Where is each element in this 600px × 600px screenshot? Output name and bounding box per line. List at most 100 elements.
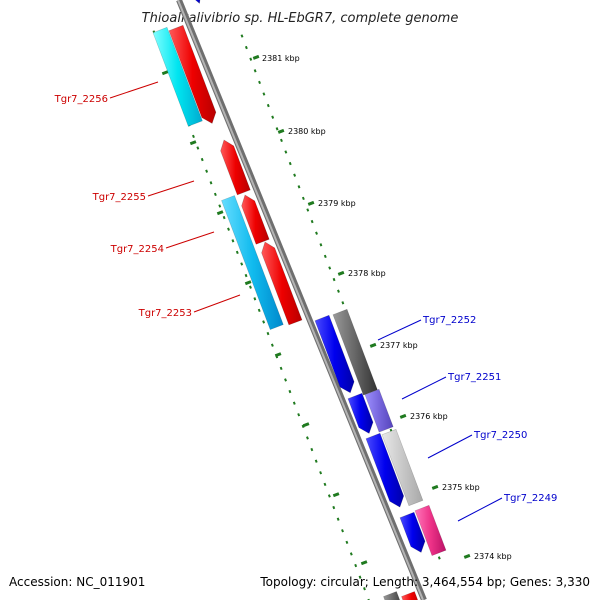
major-tick — [216, 210, 224, 216]
reverse-gene-arrow — [220, 139, 251, 196]
major-tick — [360, 560, 368, 566]
minor-tick — [240, 262, 244, 266]
reverse-rna-feature — [152, 26, 203, 127]
label-leaders — [109, 81, 503, 522]
minor-tick — [349, 552, 353, 556]
gene-label-forward: Tgr7_2252 — [422, 315, 476, 326]
forward-gene-arrow — [347, 392, 374, 434]
minor-tick — [218, 204, 222, 208]
minor-tick — [319, 243, 323, 247]
forward-gene-arrow — [195, 0, 201, 4]
forward-feature — [364, 388, 394, 433]
forward-feature — [383, 591, 401, 600]
reverse-rna-feature — [221, 195, 284, 330]
map-title: Thioalkalivibrio sp. HL-EbGR7, complete … — [142, 11, 459, 26]
scale-label: 2381 kbp — [262, 54, 300, 63]
forward-gene-arrow — [314, 314, 355, 394]
minor-tick — [209, 181, 213, 185]
gene-label-reverse: Tgr7_2253 — [138, 308, 192, 319]
minor-tick — [244, 273, 248, 278]
minor-tick — [288, 161, 292, 166]
minor-tick — [292, 401, 296, 405]
major-tick — [369, 342, 377, 348]
minor-tick — [301, 196, 305, 201]
gene-label-leader — [427, 434, 473, 459]
minor-tick — [315, 231, 318, 235]
major-tick — [252, 54, 260, 60]
minor-tick — [314, 459, 318, 463]
scale-label: 2376 kbp — [410, 412, 448, 421]
gene-label-leader — [401, 376, 447, 400]
minor-tick — [363, 587, 366, 591]
gene-label-leader — [147, 180, 195, 197]
forward-gene-arrow — [399, 511, 426, 553]
minor-tick — [336, 517, 340, 521]
scale-label: 2374 kbp — [474, 552, 512, 561]
major-tick — [337, 270, 345, 276]
gene-label-leader — [193, 294, 241, 313]
forward-feature — [414, 504, 447, 556]
minor-tick — [323, 482, 327, 487]
major-tick — [189, 140, 197, 146]
genome-backbone-highlight — [177, 0, 424, 600]
minor-tick — [345, 540, 349, 545]
minor-tick — [253, 69, 257, 73]
gene-features — [152, 0, 447, 600]
minor-tick — [196, 146, 200, 150]
minor-tick — [280, 138, 283, 143]
scale-label: 2375 kbp — [442, 483, 480, 492]
scale-label: 2380 kbp — [288, 127, 326, 136]
major-tick — [302, 422, 310, 428]
minor-tick — [192, 134, 195, 139]
minor-tick — [262, 92, 266, 96]
minor-tick — [266, 103, 270, 108]
major-tick — [161, 70, 169, 76]
minor-tick — [266, 331, 270, 336]
major-tick — [274, 352, 282, 358]
minor-tick — [249, 285, 252, 289]
minor-tick — [270, 343, 274, 347]
minor-tick — [328, 266, 332, 270]
minor-tick — [437, 556, 441, 560]
minor-tick — [271, 115, 275, 119]
genome-summary-text: Topology: circular; Length: 3,464,554 bp… — [259, 575, 590, 589]
gene-labels: Tgr7_2256 Tgr7_2255 Tgr7_2254 Tgr7_2253 Tgr7… — [54, 94, 558, 504]
minor-tick — [253, 297, 257, 301]
gene-label-leader — [377, 319, 422, 341]
minor-tick — [319, 471, 323, 475]
minor-tick — [235, 250, 239, 255]
minor-tick — [284, 378, 287, 382]
minor-tick — [279, 366, 283, 371]
minor-tick — [358, 575, 362, 579]
scale-label: 2377 kbp — [380, 341, 418, 350]
minor-tick — [367, 598, 370, 600]
minor-tick — [301, 424, 305, 429]
gene-label-forward: Tgr7_2249 — [503, 493, 557, 504]
minor-tick — [337, 289, 340, 293]
minor-tick — [213, 192, 217, 197]
forward-gene-arrow — [365, 432, 405, 508]
gene-label-leader — [457, 497, 503, 522]
minor-tick — [205, 169, 209, 173]
major-tick — [463, 553, 471, 559]
major-tick — [431, 484, 439, 490]
minor-tick — [284, 150, 288, 154]
minor-tick — [275, 127, 279, 131]
minor-tick — [297, 413, 301, 417]
minor-tick — [341, 529, 344, 533]
minor-tick — [244, 45, 248, 50]
minor-tick — [306, 436, 309, 440]
gene-label-reverse: Tgr7_2256 — [54, 94, 108, 105]
minor-tick — [310, 447, 314, 452]
minor-tick — [231, 239, 235, 243]
minor-tick — [262, 320, 266, 324]
minor-tick — [257, 308, 261, 313]
reverse-gene-arrow — [241, 194, 270, 245]
minor-tick — [341, 301, 345, 305]
minor-tick — [354, 563, 358, 568]
minor-tick — [327, 494, 331, 498]
minor-tick — [293, 173, 297, 177]
major-tick — [399, 413, 407, 419]
minor-tick — [240, 34, 244, 38]
